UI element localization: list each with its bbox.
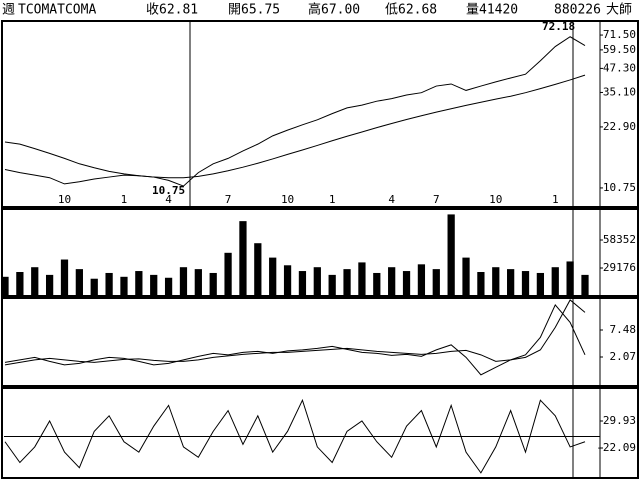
volume-bar bbox=[31, 267, 39, 296]
series-line bbox=[4, 36, 586, 187]
x-tick-label: 1 bbox=[329, 193, 336, 206]
x-tick-label: 1 bbox=[121, 193, 128, 206]
y-tick-label: 2.07 bbox=[610, 350, 637, 363]
y-tick-label: 29.93 bbox=[603, 414, 636, 427]
volume-bar bbox=[224, 252, 232, 296]
volume: 量41420 bbox=[466, 3, 518, 18]
volume-bar bbox=[45, 274, 54, 296]
volume-bar bbox=[492, 267, 500, 296]
open: 開65.75 bbox=[228, 3, 280, 18]
x-tick-label: 10 bbox=[58, 193, 71, 206]
series-line bbox=[4, 304, 586, 376]
series-line bbox=[4, 74, 586, 179]
volume-bar bbox=[60, 259, 69, 296]
date: 880226 bbox=[554, 3, 601, 18]
series-line bbox=[4, 299, 586, 366]
high: 高67.00 bbox=[308, 2, 360, 18]
volume-bar bbox=[283, 265, 292, 296]
annotation: 72.18 bbox=[542, 20, 575, 33]
volume-bar bbox=[432, 269, 440, 296]
x-tick-label: 10 bbox=[281, 193, 294, 206]
volume-bar bbox=[388, 267, 396, 296]
x-tick-label: 1 bbox=[552, 193, 559, 206]
low: 低62.68 bbox=[385, 3, 437, 18]
volume-bar bbox=[105, 272, 113, 296]
y-tick-label: 59.50 bbox=[603, 43, 636, 56]
brand: 大師 bbox=[606, 3, 632, 18]
oscillator2-panel bbox=[1, 387, 639, 479]
volume-bar bbox=[194, 269, 202, 296]
oscillator-panel bbox=[1, 297, 639, 387]
x-tick-label: 7 bbox=[225, 193, 232, 206]
volume-bar bbox=[209, 272, 217, 296]
symbol: TCOMATCOMA bbox=[18, 3, 96, 18]
y-tick-label: 35.10 bbox=[603, 85, 636, 98]
volume-bar bbox=[343, 269, 351, 296]
volume-bar bbox=[16, 272, 24, 296]
volume-bar bbox=[402, 271, 411, 296]
y-tick-label: -22.09 bbox=[596, 441, 636, 454]
volume-bar bbox=[373, 272, 381, 296]
volume-bar bbox=[135, 271, 143, 296]
volume-bar bbox=[328, 274, 336, 296]
y-tick-label: 47.30 bbox=[603, 61, 636, 74]
period: 週 bbox=[2, 3, 15, 18]
volume-bar bbox=[507, 269, 515, 296]
volume-bar bbox=[566, 261, 574, 296]
volume-bar bbox=[239, 221, 247, 296]
volume-bar bbox=[269, 257, 277, 296]
volume-bar bbox=[1, 276, 9, 296]
volume-bar bbox=[462, 257, 470, 296]
volume-bar bbox=[179, 267, 188, 296]
volume-bar bbox=[120, 276, 128, 296]
volume-bar bbox=[298, 271, 307, 296]
volume-bar bbox=[536, 272, 545, 296]
volume-bar bbox=[254, 243, 262, 296]
x-tick-label: 4 bbox=[165, 193, 172, 206]
volume-bar bbox=[581, 274, 589, 296]
y-tick-label: 22.90 bbox=[603, 120, 636, 133]
y-tick-label: 58352 bbox=[603, 233, 636, 246]
volume-bar bbox=[447, 214, 455, 296]
volume-bar bbox=[313, 267, 321, 296]
annotation: 10.75 bbox=[152, 184, 185, 197]
close: 收62.81 bbox=[146, 3, 198, 18]
volume-bar bbox=[90, 278, 98, 296]
y-tick-label: 7.48 bbox=[610, 323, 637, 336]
volume-bar bbox=[75, 269, 83, 296]
x-tick-label: 10 bbox=[489, 193, 502, 206]
volume-bar bbox=[417, 264, 426, 296]
x-tick-label: 4 bbox=[388, 193, 395, 206]
volume-bar bbox=[477, 272, 485, 296]
volume-bar bbox=[551, 267, 559, 296]
volume-bar bbox=[150, 274, 158, 296]
y-tick-label: 71.50 bbox=[603, 28, 636, 41]
y-tick-label: 29176 bbox=[603, 261, 636, 274]
series-line bbox=[4, 398, 586, 474]
price-panel bbox=[1, 20, 639, 208]
volume-bar bbox=[521, 271, 530, 296]
y-tick-label: 10.75 bbox=[603, 181, 636, 194]
volume-bar bbox=[358, 262, 366, 296]
volume-bar bbox=[164, 277, 173, 296]
x-tick-label: 7 bbox=[433, 193, 440, 206]
